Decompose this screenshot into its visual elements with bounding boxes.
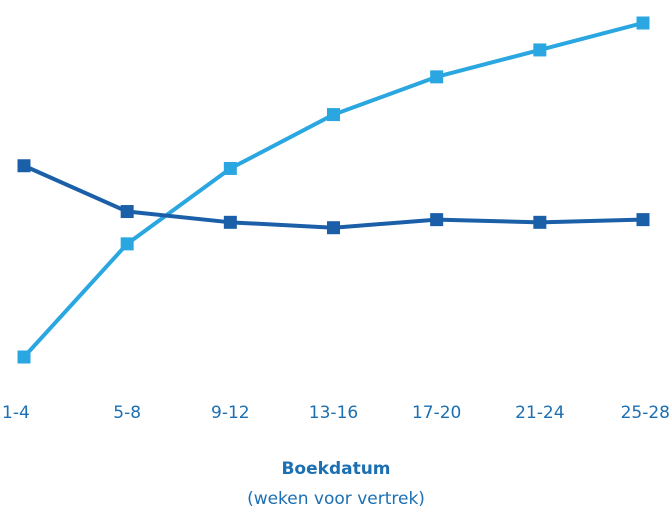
series-2-point [327,108,340,122]
series-2-point [223,161,237,175]
x-tick-labels: 1-4 5-8 9-12 13-16 17-20 21-24 25-28 [2,403,670,423]
x-tick-label: 21-24 [515,403,564,423]
x-tick-label: 13-16 [309,403,358,423]
x-tick-label: 5-8 [113,403,141,423]
x-axis-subtitle: (weken voor vertrek) [247,489,425,509]
series-1-point [120,205,134,219]
x-tick-label: 1-4 [2,403,30,423]
x-tick-label: 25-28 [621,403,670,423]
x-axis-title: Boekdatum [281,459,390,479]
series-2-point [636,16,650,30]
series-1-line [23,163,644,230]
series-2-line [22,21,644,359]
series-1-point [430,213,444,227]
series-1-point [636,213,650,227]
series-1-point [223,215,237,229]
series-2-point [120,237,134,251]
series-2-point [533,43,547,57]
series-1-point [327,221,340,235]
x-tick-label: 17-20 [412,403,461,423]
series-2-point [17,350,31,364]
series-1-point [17,159,31,173]
x-tick-label: 9-12 [211,403,250,423]
series-2 [17,16,650,364]
series-2-point [430,70,444,84]
series-layer [17,16,650,364]
series-1 [17,159,650,235]
series-1-point [533,215,547,229]
